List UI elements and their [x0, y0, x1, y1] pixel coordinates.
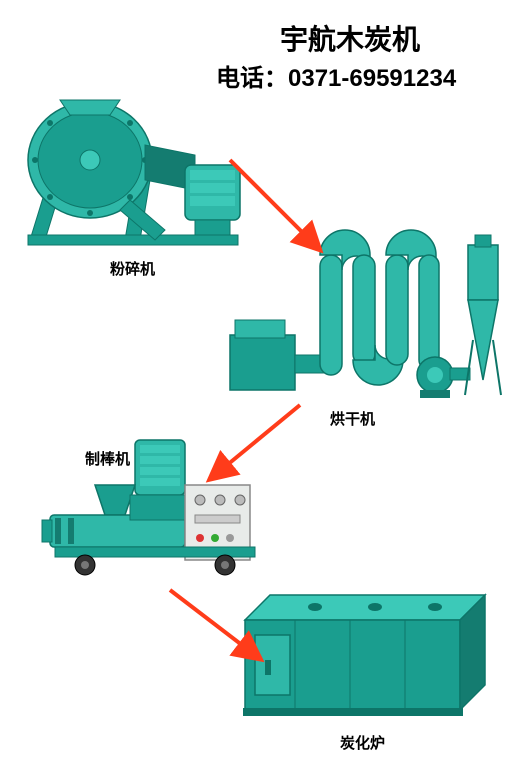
flow-arrow-3 — [0, 0, 529, 758]
